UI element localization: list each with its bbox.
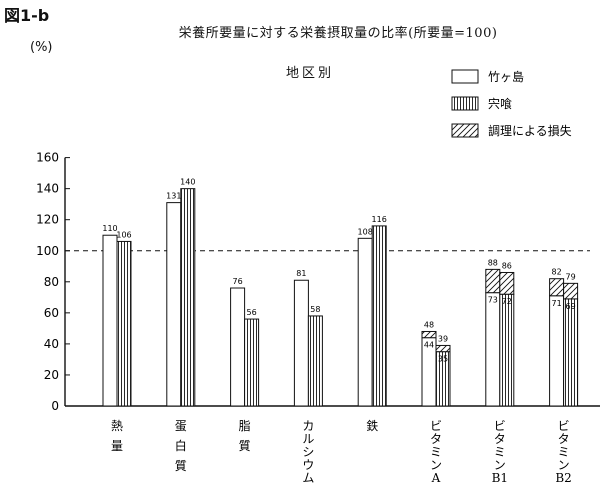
bar-shishikui bbox=[371, 225, 387, 407]
bar-value-label: 110 bbox=[102, 224, 117, 233]
bar-cooking-loss bbox=[563, 282, 579, 300]
y-tick-label: 160 bbox=[36, 151, 59, 165]
y-tick-label: 120 bbox=[36, 213, 59, 227]
category-label: カ bbox=[302, 419, 314, 433]
y-tick-label: 140 bbox=[36, 182, 59, 196]
bar-value-label: 81 bbox=[296, 269, 306, 278]
bar-cooking-loss bbox=[485, 268, 501, 294]
bar-inner-value-label: 71 bbox=[552, 299, 562, 308]
bar-cooking-loss bbox=[549, 278, 565, 297]
bar-cooking-loss bbox=[499, 271, 515, 295]
bar-shishikui bbox=[244, 318, 260, 407]
category-label: ン bbox=[558, 458, 570, 472]
bar-takegashima bbox=[549, 295, 565, 407]
category-label: B1 bbox=[492, 471, 508, 484]
bar-cooking-loss bbox=[421, 330, 437, 339]
category-label: 白 bbox=[175, 438, 187, 453]
bar-value-label: 79 bbox=[566, 272, 576, 281]
category-label: ビ bbox=[494, 419, 506, 433]
bar-value-label: 131 bbox=[166, 192, 181, 201]
bar-takegashima bbox=[166, 202, 182, 407]
y-tick-label: 80 bbox=[44, 275, 59, 289]
bar-value-label: 86 bbox=[502, 261, 512, 270]
y-tick-label: 0 bbox=[51, 399, 59, 413]
legend-swatch-cooking-loss bbox=[451, 123, 479, 138]
bar-shishikui bbox=[307, 315, 323, 407]
bar-value-label: 76 bbox=[233, 277, 243, 286]
category-label: ビ bbox=[558, 419, 570, 433]
bar-shishikui bbox=[563, 298, 579, 407]
chart-title: 栄養所要量に対する栄養摂取量の比率(所要量=100) bbox=[178, 26, 498, 41]
legend-label: 竹ヶ島 bbox=[488, 69, 524, 84]
y-tick-label: 100 bbox=[36, 244, 59, 258]
bar-inner-value-label: 44 bbox=[424, 341, 434, 350]
category-label: シ bbox=[302, 445, 314, 459]
legend-label: 宍喰 bbox=[488, 96, 512, 111]
category-label: タ bbox=[558, 432, 570, 446]
category-label: ビ bbox=[430, 419, 442, 433]
bar-value-label: 116 bbox=[372, 215, 387, 224]
category-label: タ bbox=[494, 432, 506, 446]
y-axis-unit: (%) bbox=[30, 40, 53, 55]
bar-inner-value-label: 35 bbox=[438, 355, 448, 364]
category-label: A bbox=[431, 471, 441, 484]
legend-swatch-shishikui bbox=[451, 96, 479, 111]
bar-cooking-loss bbox=[435, 344, 451, 353]
category-label: ム bbox=[302, 471, 314, 484]
category-label: ル bbox=[302, 432, 314, 446]
bar-takegashima bbox=[485, 292, 501, 407]
bar-takegashima bbox=[230, 287, 246, 407]
category-label: ミ bbox=[558, 445, 570, 459]
legend-label: 調理による損失 bbox=[488, 123, 572, 138]
bar-shishikui bbox=[180, 188, 196, 407]
category-label: ン bbox=[494, 458, 506, 472]
figure-label: 図1-b bbox=[4, 6, 50, 25]
category-label: ミ bbox=[430, 445, 442, 459]
bar-value-label: 106 bbox=[116, 230, 131, 239]
y-tick-label: 60 bbox=[44, 306, 59, 320]
category-label: ン bbox=[430, 458, 442, 472]
category-label: 質 bbox=[239, 438, 251, 453]
bar-value-label: 48 bbox=[424, 320, 434, 329]
bar-value-label: 108 bbox=[358, 227, 373, 236]
category-label: 量 bbox=[111, 439, 123, 453]
category-label: 質 bbox=[175, 458, 187, 473]
category-label: 鉄 bbox=[366, 418, 378, 433]
y-tick-label: 40 bbox=[44, 337, 59, 351]
category-label: 脂 bbox=[239, 418, 251, 433]
bar-inner-value-label: 73 bbox=[488, 296, 498, 305]
bar-inner-value-label: 69 bbox=[566, 302, 576, 311]
bar-value-label: 88 bbox=[488, 258, 498, 267]
bar-value-label: 82 bbox=[552, 268, 562, 277]
bar-value-label: 58 bbox=[310, 305, 320, 314]
category-label: タ bbox=[430, 432, 442, 446]
y-tick-label: 20 bbox=[44, 368, 59, 382]
category-label: 蛋 bbox=[175, 419, 187, 433]
category-label: ウ bbox=[302, 458, 314, 472]
chart-subtitle: 地区別 bbox=[285, 66, 334, 81]
bar-takegashima bbox=[357, 237, 373, 407]
bar-value-label: 56 bbox=[247, 308, 257, 317]
bar-value-label: 39 bbox=[438, 334, 448, 343]
category-label: 熱 bbox=[111, 419, 123, 433]
bar-shishikui bbox=[116, 240, 132, 407]
legend-swatch-takegashima bbox=[451, 69, 479, 84]
bar-inner-value-label: 72 bbox=[502, 297, 512, 306]
bar-takegashima bbox=[293, 279, 309, 407]
bar-shishikui bbox=[499, 293, 515, 407]
bar-takegashima bbox=[102, 234, 118, 407]
category-label: B2 bbox=[555, 471, 571, 484]
bar-value-label: 140 bbox=[180, 178, 195, 187]
category-label: ミ bbox=[494, 445, 506, 459]
